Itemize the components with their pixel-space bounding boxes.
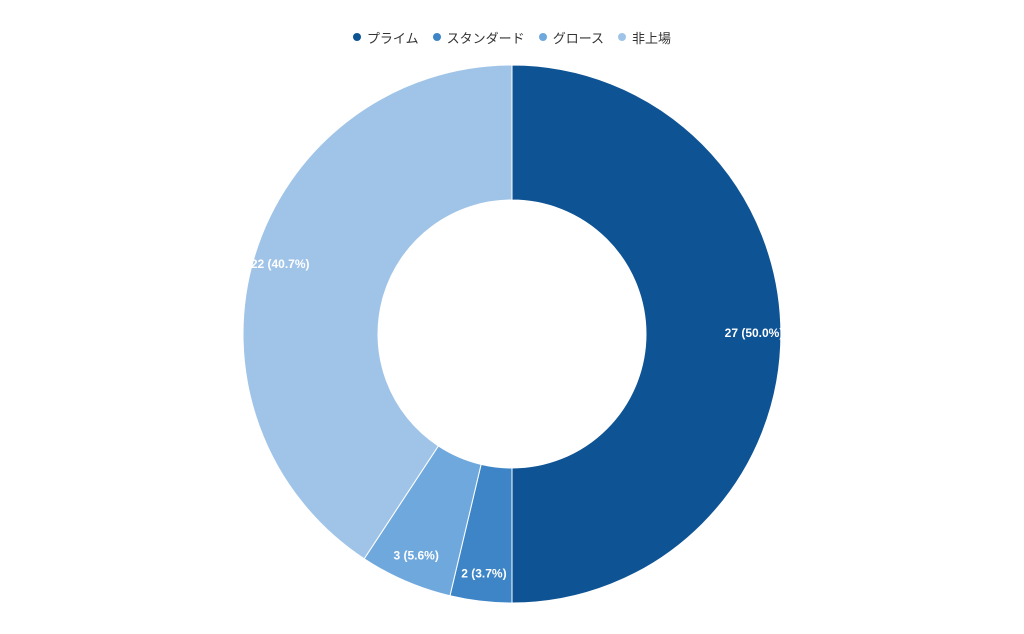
legend-item-prime[interactable]: プライム — [352, 28, 419, 47]
slice-label-standard: 2 (3.7%) — [461, 567, 506, 581]
slice-label-prime: 27 (50.0%) — [725, 326, 784, 340]
legend-item-unlisted[interactable]: 非上場 — [618, 28, 671, 47]
legend-item-standard[interactable]: スタンダード — [432, 28, 525, 47]
donut-slice-unlisted[interactable] — [242, 64, 513, 560]
donut-slices — [242, 64, 782, 604]
slice-label-unlisted: 22 (40.7%) — [251, 257, 310, 271]
legend-marker-unlisted — [618, 33, 627, 41]
legend-label-growth: グロース — [552, 31, 605, 47]
chart-legend: プライム スタンダード グロース 非上場 — [0, 26, 1024, 48]
slice-label-growth: 3 (5.6%) — [393, 548, 438, 562]
donut-slice-prime[interactable] — [511, 64, 782, 604]
legend-marker-standard — [432, 33, 441, 41]
legend-label-unlisted: 非上場 — [632, 31, 672, 47]
legend-label-standard: スタンダード — [446, 31, 525, 47]
legend-marker-growth — [538, 33, 547, 41]
legend-marker-prime — [352, 33, 361, 41]
legend-label-prime: プライム — [366, 31, 419, 47]
donut-slice-labels: 27 (50.0%) 2 (3.7%) 3 (5.6%) 22 (40.7%) — [251, 257, 784, 581]
legend-item-growth[interactable]: グロース — [538, 28, 605, 47]
